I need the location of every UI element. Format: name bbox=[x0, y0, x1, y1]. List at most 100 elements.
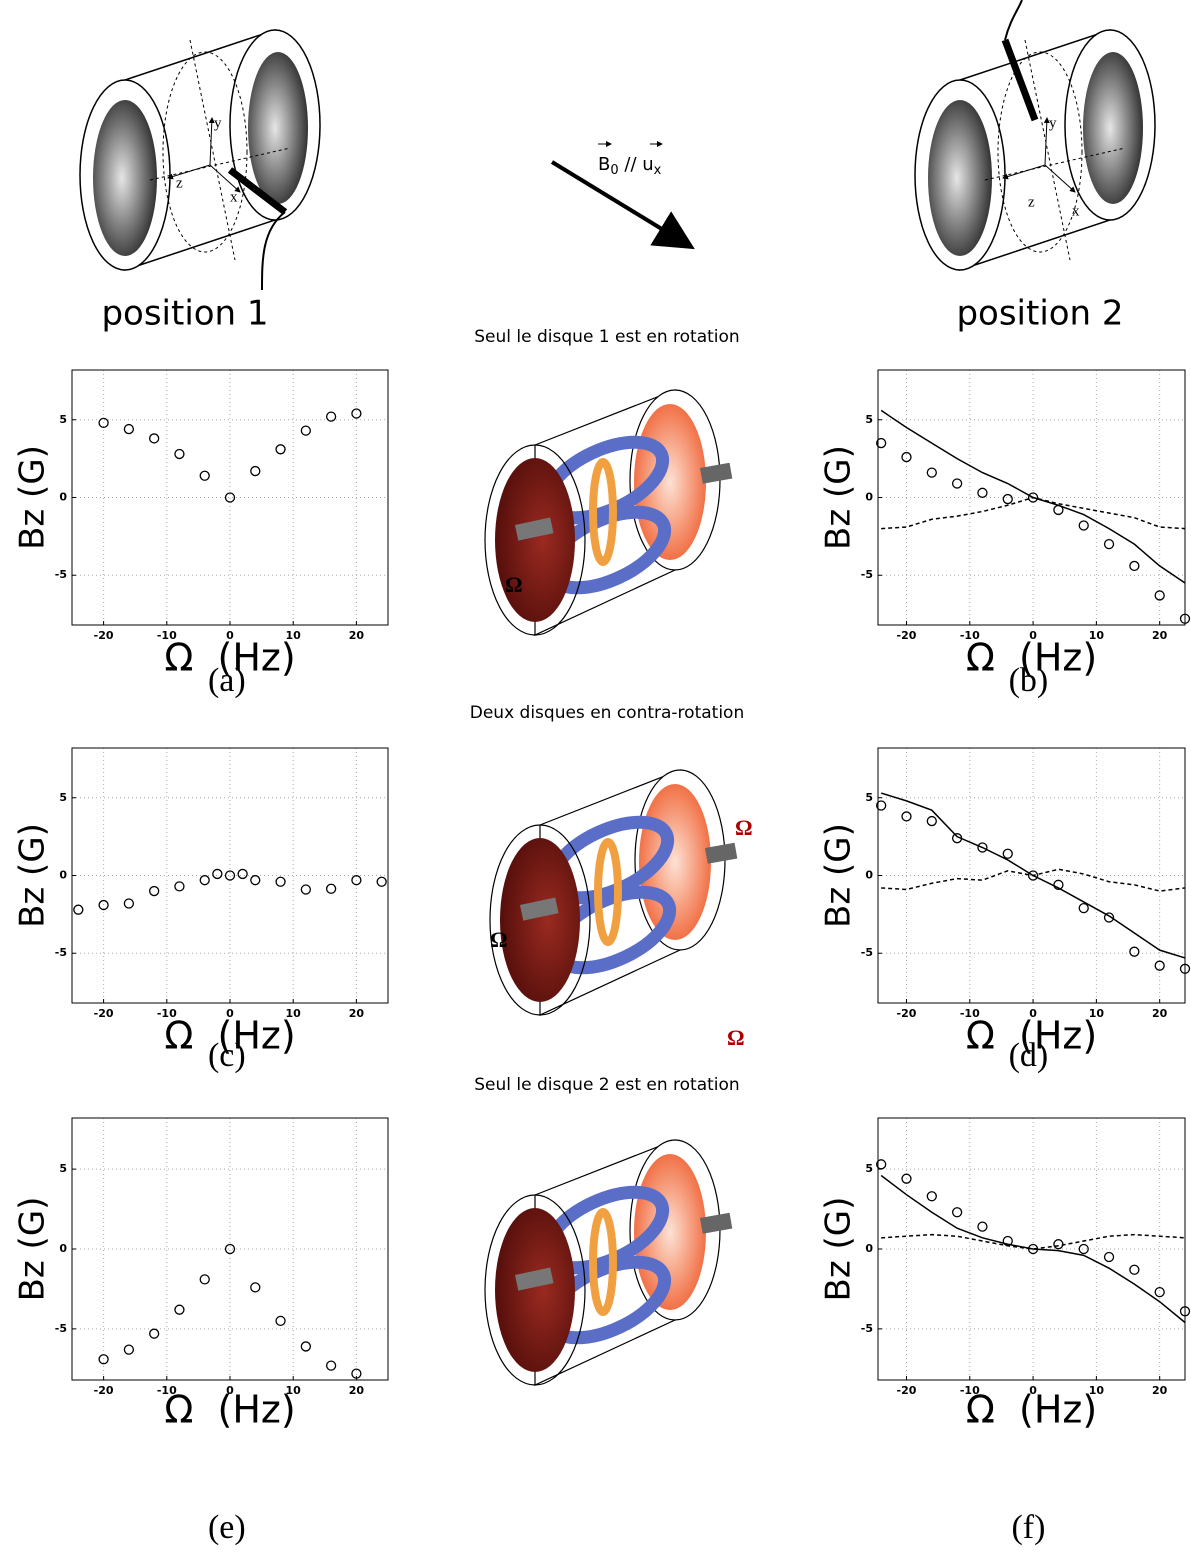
data-point bbox=[1179, 613, 1191, 624]
plot-frame bbox=[877, 747, 1186, 1004]
data-point bbox=[1129, 946, 1140, 957]
data-point bbox=[98, 899, 109, 911]
panel-label: (c) bbox=[208, 1037, 246, 1074]
plot-area bbox=[878, 748, 1185, 1003]
caption: position 1 bbox=[101, 294, 268, 334]
x-tick-label: 0 bbox=[1029, 629, 1037, 642]
y-axis-label: Bz (G) bbox=[13, 1197, 53, 1302]
plot-frame bbox=[71, 1117, 389, 1381]
data-point bbox=[325, 883, 337, 894]
data-point bbox=[1078, 903, 1089, 914]
flow-diagram bbox=[490, 770, 737, 1015]
data-point bbox=[901, 451, 912, 463]
x-axis-label: Ω (Hz) bbox=[164, 1014, 295, 1058]
data-point bbox=[1129, 1264, 1140, 1275]
axis-letter: y bbox=[214, 115, 222, 131]
y-tick-label: -5 bbox=[861, 1322, 873, 1335]
x-tick-label: -10 bbox=[157, 1384, 177, 1397]
axis-letter: z bbox=[176, 175, 183, 191]
data-point bbox=[1027, 492, 1039, 503]
data-point bbox=[174, 1304, 185, 1315]
data-point bbox=[199, 1274, 210, 1285]
omega: Ω bbox=[505, 572, 523, 597]
data-point bbox=[926, 1191, 937, 1202]
data-line bbox=[881, 496, 1186, 530]
x-tick-label: 20 bbox=[349, 1384, 365, 1397]
data-point bbox=[224, 1243, 236, 1255]
x-tick-label: 20 bbox=[349, 1007, 365, 1020]
data-point bbox=[1154, 1286, 1165, 1298]
x-axis-label: Ω (Hz) bbox=[164, 636, 295, 680]
x-tick-label: -20 bbox=[94, 629, 114, 642]
data-point bbox=[300, 884, 311, 895]
y-axis-label: Bz (G) bbox=[819, 1197, 859, 1302]
data-point bbox=[98, 1354, 109, 1365]
axis-letter: x bbox=[230, 189, 238, 205]
data-point bbox=[149, 885, 160, 897]
data-point bbox=[951, 478, 963, 489]
data-point bbox=[199, 875, 210, 886]
y-tick-label: 5 bbox=[59, 1162, 67, 1175]
y-tick-label: 0 bbox=[865, 491, 873, 504]
data-point bbox=[1129, 560, 1140, 572]
data-point bbox=[876, 800, 887, 811]
x-tick-label: 10 bbox=[1089, 629, 1105, 642]
field-arrow bbox=[550, 160, 695, 250]
data-point bbox=[876, 437, 887, 449]
data-point bbox=[224, 870, 236, 881]
data-point bbox=[951, 1207, 963, 1218]
x-tick-label: 10 bbox=[286, 629, 302, 642]
data-point bbox=[1078, 520, 1089, 531]
row-title: Seul le disque 2 est en rotation bbox=[474, 1075, 739, 1095]
x-tick-label: 10 bbox=[286, 1007, 302, 1020]
x-tick-label: -10 bbox=[157, 1007, 177, 1020]
caption: position 2 bbox=[956, 294, 1123, 334]
y-tick-label: 0 bbox=[865, 1242, 873, 1255]
x-tick-label: -10 bbox=[960, 1384, 980, 1397]
y-tick-label: 5 bbox=[59, 791, 67, 804]
data-point bbox=[1154, 590, 1165, 601]
data-point bbox=[876, 1159, 887, 1170]
omega: Ω bbox=[490, 927, 508, 952]
x-tick-label: 10 bbox=[286, 1384, 302, 1397]
y-tick-label: 0 bbox=[59, 491, 67, 504]
data-point bbox=[149, 433, 160, 444]
y-tick-label: 5 bbox=[59, 413, 67, 426]
data-point bbox=[237, 868, 248, 880]
data-line bbox=[881, 868, 1186, 892]
row-title: Seul le disque 1 est en rotation bbox=[474, 327, 739, 347]
data-point bbox=[926, 815, 937, 827]
data-point bbox=[1154, 960, 1165, 971]
plot-frame bbox=[877, 369, 1186, 626]
data-point bbox=[250, 875, 261, 886]
data-point bbox=[250, 465, 261, 477]
x-tick-label: -20 bbox=[94, 1007, 114, 1020]
data-point bbox=[1053, 879, 1064, 890]
x-tick-label: 0 bbox=[1029, 1007, 1037, 1020]
data-point bbox=[1179, 1306, 1191, 1317]
y-axis-label: Bz (G) bbox=[13, 823, 53, 928]
data-point bbox=[1002, 848, 1013, 859]
data-point bbox=[275, 876, 286, 887]
x-tick-label: 0 bbox=[226, 1384, 234, 1397]
plot-frame bbox=[877, 1117, 1186, 1381]
data-point bbox=[351, 1368, 362, 1379]
x-tick-label: 20 bbox=[1152, 1007, 1168, 1020]
data-point bbox=[199, 470, 210, 481]
x-tick-label: 0 bbox=[1029, 1384, 1037, 1397]
axis-letter: z bbox=[1028, 194, 1035, 210]
data-point bbox=[1103, 538, 1115, 550]
data-line bbox=[880, 1174, 1186, 1324]
data-line bbox=[881, 1233, 1186, 1250]
data-point bbox=[174, 448, 185, 460]
plot-frame bbox=[71, 747, 389, 1004]
y-axis-label: Bz (G) bbox=[819, 445, 859, 550]
data-point bbox=[174, 881, 185, 892]
data-point bbox=[901, 811, 912, 822]
data-point bbox=[1002, 493, 1013, 505]
y-tick-label: -5 bbox=[55, 568, 67, 581]
cable bbox=[1004, 0, 1023, 41]
y-tick-label: -5 bbox=[861, 568, 873, 581]
data-point bbox=[212, 868, 223, 880]
